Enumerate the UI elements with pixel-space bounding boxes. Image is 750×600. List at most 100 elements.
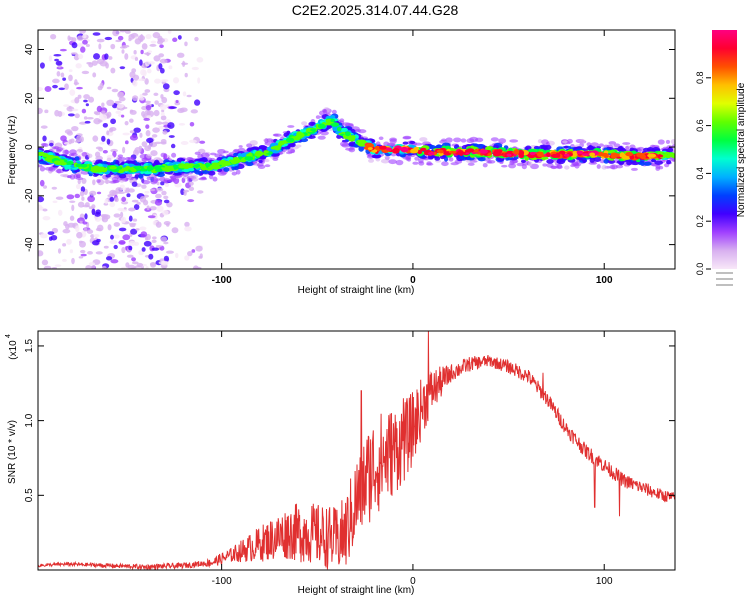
ridge-point bbox=[160, 152, 166, 158]
ridge-point bbox=[589, 152, 596, 157]
noise-point bbox=[186, 94, 192, 98]
noise-point bbox=[78, 256, 84, 259]
noise-point bbox=[133, 204, 140, 210]
ridge-point bbox=[399, 153, 406, 158]
x-tick-label: 100 bbox=[596, 576, 613, 587]
snr-y-axis-label: SNR (10 * v/v) bbox=[7, 420, 18, 484]
noise-point bbox=[92, 72, 97, 78]
noise-point bbox=[134, 146, 142, 154]
noise-point bbox=[79, 136, 84, 143]
noise-point bbox=[173, 90, 180, 96]
noise-point bbox=[126, 193, 131, 198]
ridge-point bbox=[567, 138, 573, 144]
ridge-point bbox=[639, 153, 644, 159]
noise-point bbox=[62, 243, 67, 247]
ridge-point bbox=[128, 176, 134, 181]
noise-point bbox=[150, 262, 157, 268]
ridge-point bbox=[520, 159, 526, 163]
ridge-point bbox=[263, 150, 269, 154]
noise-point bbox=[129, 134, 138, 141]
spectrogram-panel: -100 0 100 -40 -20 0 20 40 Height of straight l… bbox=[7, 29, 676, 296]
ridge-point bbox=[655, 166, 661, 171]
noise-point bbox=[158, 53, 165, 58]
ridge-point bbox=[153, 165, 161, 170]
noise-point bbox=[145, 60, 150, 67]
noise-point bbox=[106, 86, 112, 90]
noise-point bbox=[144, 78, 149, 85]
noise-point bbox=[152, 236, 157, 240]
noise-point bbox=[109, 189, 117, 196]
ridge-point bbox=[448, 157, 454, 162]
noise-point bbox=[187, 250, 193, 257]
noise-point bbox=[80, 46, 86, 53]
ridge-point bbox=[60, 173, 69, 177]
noise-point bbox=[141, 105, 148, 111]
noise-point bbox=[182, 60, 186, 67]
ridge-point bbox=[224, 160, 230, 166]
noise-point bbox=[191, 249, 196, 253]
ridge-point bbox=[613, 143, 621, 148]
noise-point bbox=[199, 140, 206, 144]
ridge-point bbox=[296, 132, 305, 139]
noise-point bbox=[90, 234, 95, 239]
snr-axes: -100 0 100 0.5 1.0 1.5 bbox=[24, 331, 675, 587]
noise-point bbox=[160, 236, 168, 242]
noise-point bbox=[91, 204, 96, 209]
ridge-point bbox=[419, 137, 428, 142]
noise-point bbox=[163, 195, 169, 200]
noise-point bbox=[115, 110, 122, 114]
noise-point bbox=[68, 74, 73, 82]
ridge-point bbox=[550, 165, 560, 169]
noise-point bbox=[67, 113, 75, 117]
ridge-point bbox=[459, 151, 464, 156]
noise-point bbox=[150, 104, 154, 108]
noise-point bbox=[81, 196, 85, 201]
noise-point bbox=[156, 205, 164, 212]
noise-point bbox=[117, 191, 126, 195]
ridge-point bbox=[336, 134, 342, 139]
ridge-point bbox=[640, 161, 645, 166]
ridge-point bbox=[331, 109, 337, 115]
noise-point bbox=[43, 265, 52, 269]
ridge-point bbox=[647, 148, 652, 152]
noise-point bbox=[143, 240, 152, 247]
ridge-point bbox=[246, 143, 253, 148]
ridge-point bbox=[178, 164, 186, 169]
ridge-point bbox=[201, 170, 210, 174]
colorbar-gradient bbox=[712, 30, 737, 269]
noise-point bbox=[74, 193, 81, 199]
noise-point bbox=[97, 175, 103, 179]
noise-point bbox=[80, 253, 87, 257]
noise-point bbox=[135, 228, 140, 231]
noise-point bbox=[155, 121, 163, 125]
noise-point bbox=[110, 118, 116, 125]
noise-point bbox=[118, 227, 127, 232]
noise-point bbox=[151, 247, 160, 251]
ridge-point bbox=[402, 141, 409, 145]
ridge-point bbox=[348, 147, 356, 153]
noise-point bbox=[63, 104, 70, 107]
noise-point bbox=[153, 55, 161, 62]
y-tick-label: -20 bbox=[24, 188, 35, 203]
ridge-point bbox=[172, 172, 182, 176]
noise-point bbox=[69, 89, 76, 96]
noise-point bbox=[163, 199, 170, 204]
ridge-point bbox=[385, 147, 393, 151]
noise-point bbox=[52, 84, 58, 89]
colorbar-tick-label: 0.4 bbox=[695, 167, 705, 180]
noise-point bbox=[166, 201, 173, 208]
ridge-point bbox=[44, 166, 54, 171]
ridge-point bbox=[657, 139, 665, 145]
noise-point bbox=[87, 195, 96, 203]
noise-point bbox=[128, 222, 137, 226]
noise-point bbox=[92, 179, 96, 186]
spectrogram-axes: -100 0 100 -40 -20 0 20 40 bbox=[24, 30, 675, 286]
ridge-point bbox=[285, 137, 295, 143]
noise-point bbox=[110, 67, 116, 74]
ridge-point bbox=[625, 151, 634, 157]
noise-point bbox=[128, 215, 133, 222]
noise-point bbox=[154, 100, 159, 105]
ridge-point bbox=[611, 165, 616, 170]
ridge-point bbox=[141, 179, 151, 185]
ridge-point bbox=[453, 137, 462, 143]
